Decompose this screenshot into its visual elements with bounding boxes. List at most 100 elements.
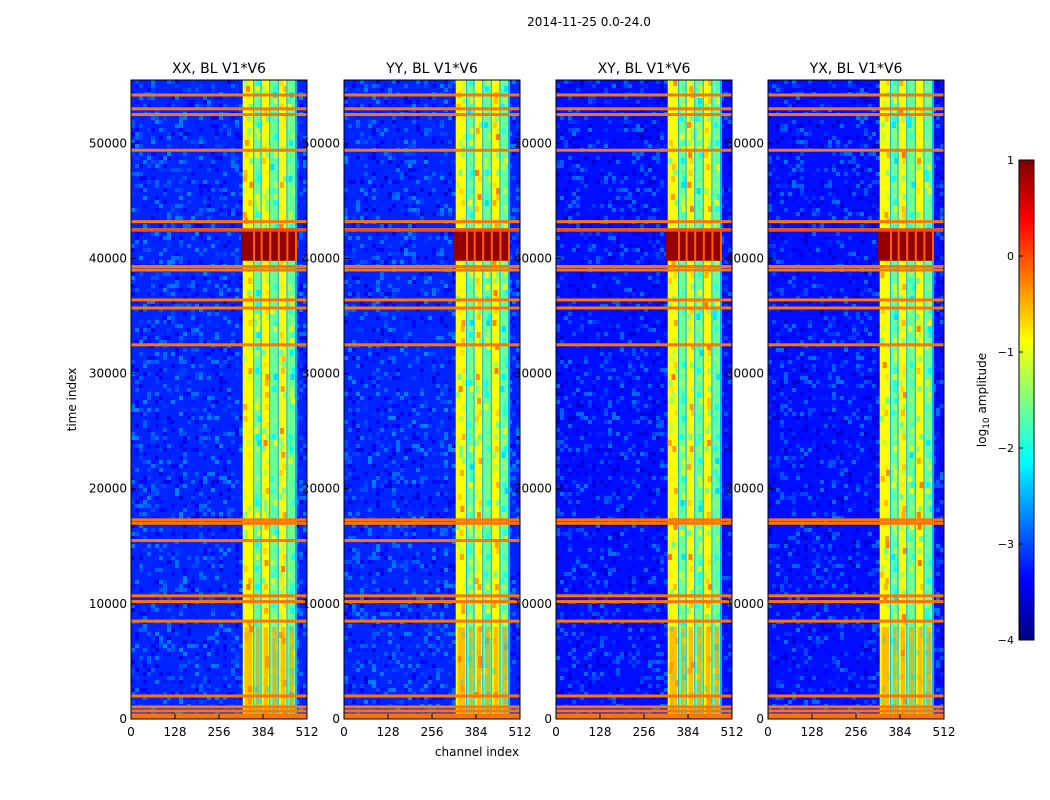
noise-cell xyxy=(440,572,444,576)
noise-cell xyxy=(388,156,392,160)
noise-cell xyxy=(227,480,231,484)
noise-cell xyxy=(187,128,191,132)
noise-cell xyxy=(408,160,412,164)
column-texture xyxy=(281,566,285,572)
noise-cell xyxy=(372,284,376,288)
noise-cell xyxy=(392,328,396,332)
noise-cell xyxy=(155,580,159,584)
noise-cell xyxy=(143,476,147,480)
noise-cell xyxy=(428,436,432,440)
noise-cell xyxy=(384,580,388,584)
noise-cell xyxy=(223,668,227,672)
noise-cell xyxy=(368,460,372,464)
column-texture xyxy=(257,122,261,128)
noise-cell xyxy=(428,484,432,488)
noise-cell xyxy=(384,116,388,120)
noise-cell xyxy=(187,452,191,456)
noise-cell xyxy=(444,388,448,392)
noise-cell xyxy=(239,184,243,188)
noise-cell xyxy=(396,368,400,372)
noise-cell xyxy=(231,192,235,196)
noise-cell xyxy=(408,284,412,288)
noise-cell xyxy=(380,272,384,276)
heatmap-panel-1: YY, BL V1*V60 128 256 384 512010000200003000… xyxy=(302,61,532,759)
noise-cell xyxy=(428,192,432,196)
noise-cell xyxy=(364,576,368,580)
noise-cell xyxy=(215,292,219,296)
noise-cell xyxy=(163,604,167,608)
noise-cell xyxy=(352,204,356,208)
noise-cell xyxy=(444,400,448,404)
x-tick-label: 128 xyxy=(164,725,187,739)
noise-cell xyxy=(151,508,155,512)
noise-cell xyxy=(215,460,219,464)
noise-cell xyxy=(452,96,456,100)
noise-cell xyxy=(356,356,360,360)
noise-cell xyxy=(151,96,155,100)
noise-cell xyxy=(368,532,372,536)
noise-cell xyxy=(512,556,516,560)
noise-cell xyxy=(380,156,384,160)
noise-cell xyxy=(167,240,171,244)
column-texture xyxy=(257,422,261,428)
column-texture xyxy=(257,380,261,386)
noise-cell xyxy=(179,440,183,444)
noise-cell xyxy=(424,256,428,260)
noise-cell xyxy=(147,440,151,444)
noise-cell xyxy=(211,116,215,120)
noise-cell xyxy=(376,384,380,388)
noise-cell xyxy=(187,556,191,560)
noise-cell xyxy=(175,256,179,260)
noise-cell xyxy=(372,328,376,332)
noise-cell xyxy=(187,468,191,472)
noise-cell xyxy=(155,184,159,188)
noise-cell xyxy=(432,124,436,128)
noise-cell xyxy=(207,356,211,360)
noise-cell xyxy=(159,448,163,452)
noise-cell xyxy=(163,288,167,292)
noise-cell xyxy=(171,628,175,632)
noise-cell xyxy=(147,428,151,432)
column-texture xyxy=(265,380,269,386)
noise-cell xyxy=(159,208,163,212)
noise-cell xyxy=(432,500,436,504)
noise-cell xyxy=(131,440,135,444)
noise-cell xyxy=(424,352,428,356)
noise-cell xyxy=(199,260,203,264)
noise-cell xyxy=(420,480,424,484)
column-texture xyxy=(280,284,284,290)
noise-cell xyxy=(155,424,159,428)
noise-cell xyxy=(396,544,400,548)
noise-cell xyxy=(151,324,155,328)
noise-cell xyxy=(223,96,227,100)
noise-cell xyxy=(203,408,207,412)
noise-cell xyxy=(195,348,199,352)
noise-cell xyxy=(344,384,348,388)
noise-cell xyxy=(416,80,420,84)
noise-cell xyxy=(388,160,392,164)
column-texture xyxy=(283,512,287,518)
noise-cell xyxy=(199,136,203,140)
rfi-line xyxy=(131,594,307,597)
noise-cell xyxy=(444,88,448,92)
noise-cell xyxy=(303,684,307,688)
noise-cell xyxy=(380,360,384,364)
noise-cell xyxy=(368,428,372,432)
noise-cell xyxy=(404,500,408,504)
noise-cell xyxy=(207,636,211,640)
noise-cell xyxy=(207,412,211,416)
noise-cell xyxy=(159,224,163,228)
noise-cell xyxy=(404,448,408,452)
noise-cell xyxy=(388,432,392,436)
noise-cell xyxy=(143,328,147,332)
noise-cell xyxy=(175,376,179,380)
column-texture xyxy=(289,326,293,332)
noise-cell xyxy=(231,356,235,360)
noise-cell xyxy=(360,188,364,192)
noise-cell xyxy=(299,96,303,100)
column-texture xyxy=(262,464,266,470)
noise-cell xyxy=(195,156,199,160)
noise-cell xyxy=(159,128,163,132)
noise-cell xyxy=(420,504,424,508)
noise-cell xyxy=(352,452,356,456)
